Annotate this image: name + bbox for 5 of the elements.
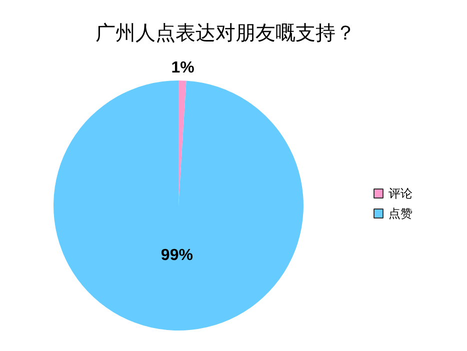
legend-label: 点赞 [388, 206, 412, 220]
chart-title: 广州人点表达对朋友嘅支持？ [96, 20, 356, 44]
legend-label: 评论 [388, 186, 412, 200]
data-label: 99% [160, 246, 193, 264]
data-label: 1% [171, 60, 194, 77]
